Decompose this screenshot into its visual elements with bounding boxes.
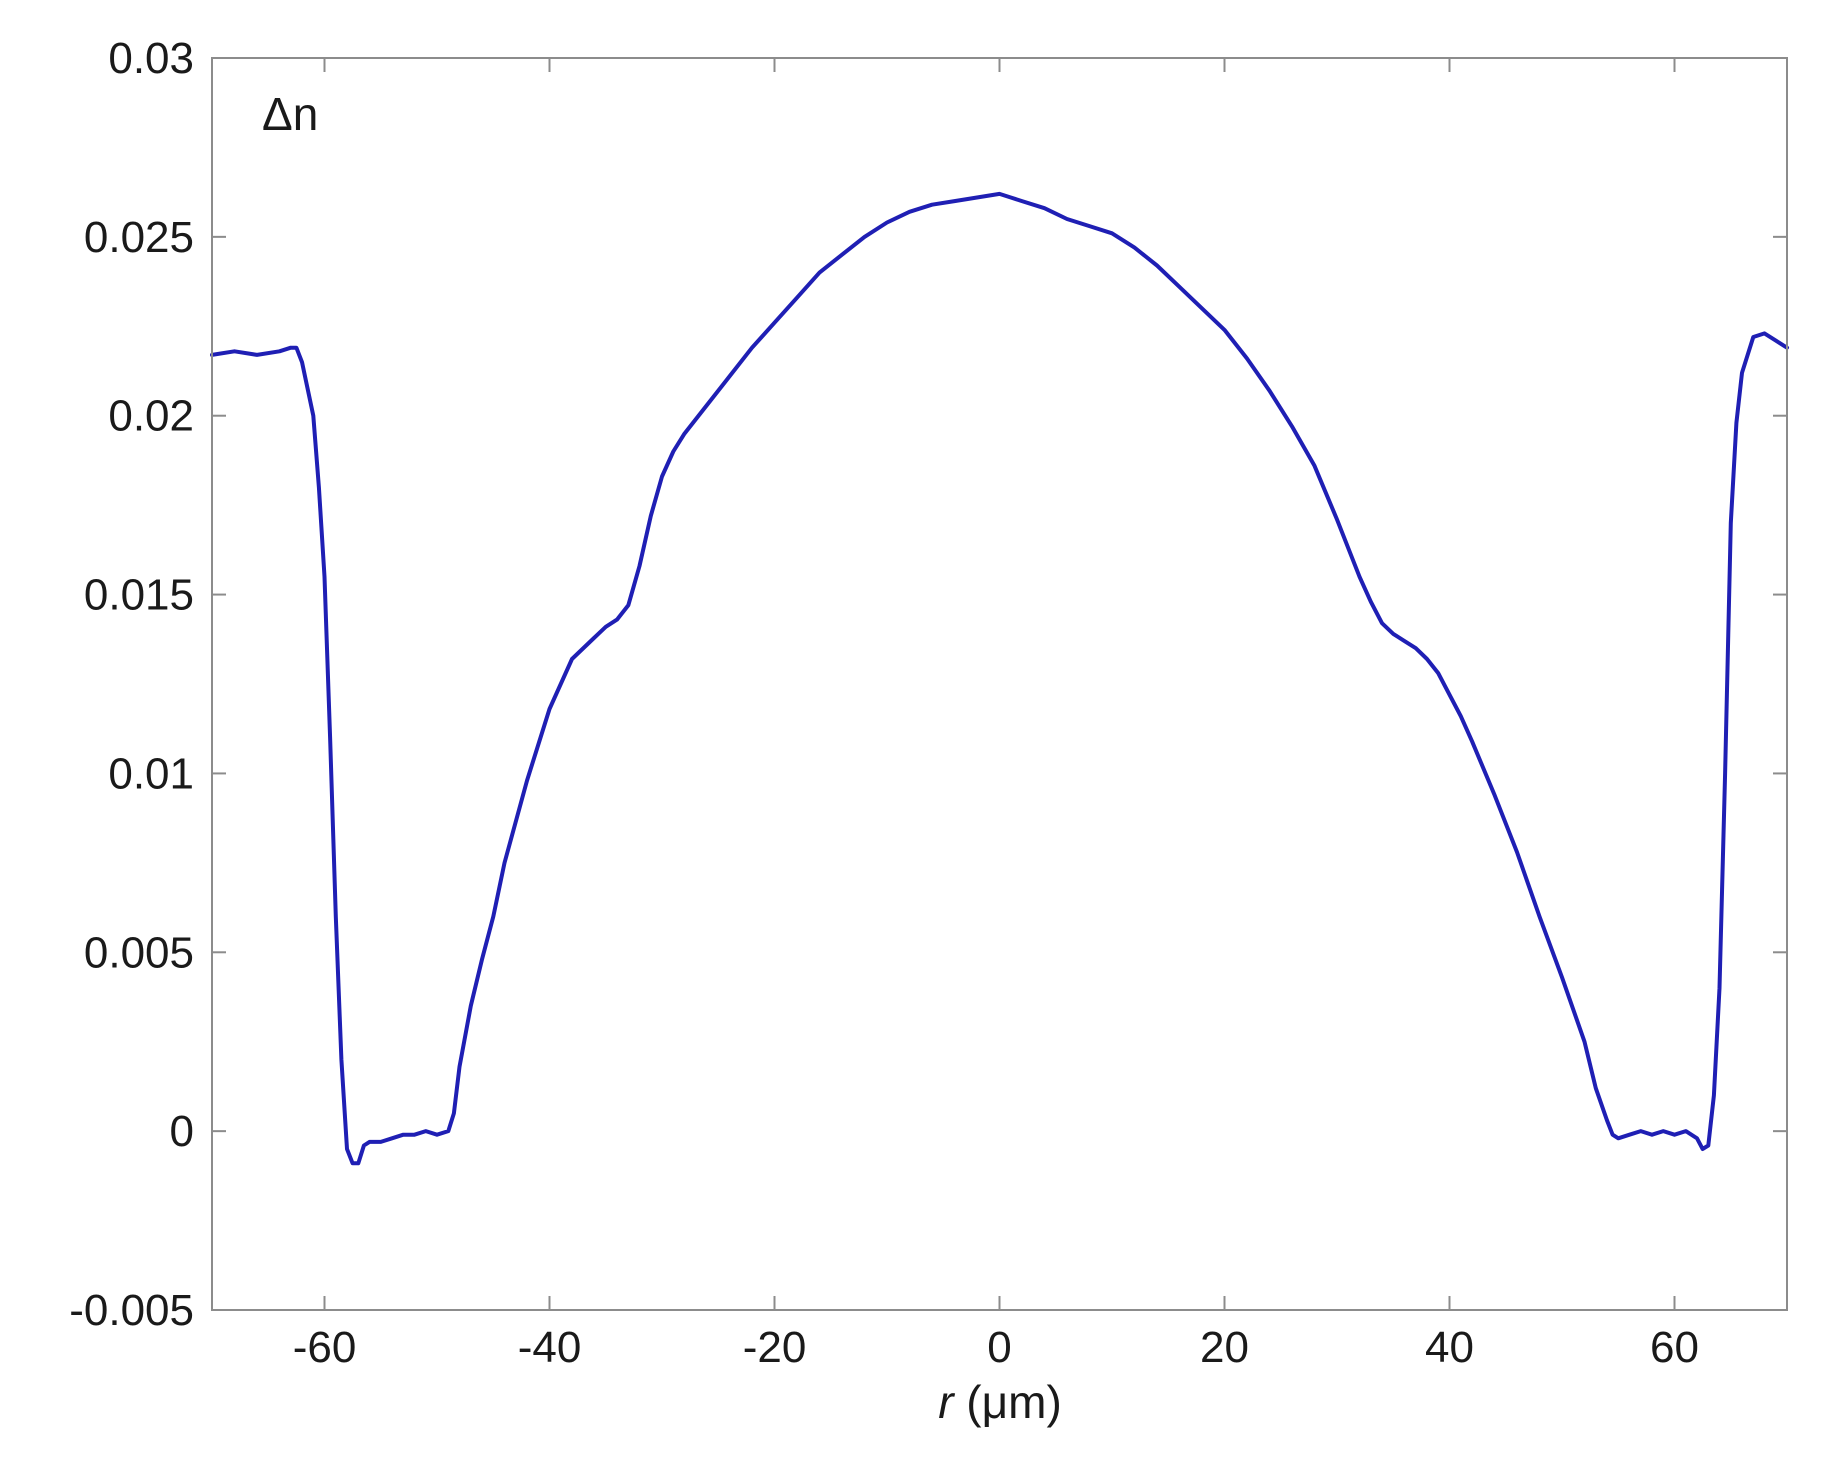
series-line <box>210 191 1789 1166</box>
x-tick-label: 60 <box>1650 1323 1699 1372</box>
x-tick-label: -20 <box>743 1323 807 1372</box>
y-tick-label: 0.01 <box>108 749 194 798</box>
plot-frame <box>211 57 1788 1311</box>
x-axis-label: r (μm) <box>938 1376 1062 1428</box>
x-axis-unit: (μm) <box>954 1376 1062 1428</box>
x-tick-label: -60 <box>293 1323 357 1372</box>
y-tick-label: 0.03 <box>108 34 194 83</box>
x-tick-label: 40 <box>1425 1323 1474 1372</box>
series-layer <box>210 191 1789 1166</box>
y-tick-label: 0.015 <box>84 571 194 620</box>
plot-area <box>212 58 1787 1310</box>
x-tick-label: 0 <box>987 1323 1011 1372</box>
x-tick-label: 20 <box>1200 1323 1249 1372</box>
x-tick-label: -40 <box>518 1323 582 1372</box>
x-axis-variable: r <box>938 1376 955 1428</box>
y-tick-label: -0.005 <box>69 1286 194 1335</box>
y-tick-label: 0 <box>170 1107 194 1156</box>
y-tick-label: 0.005 <box>84 928 194 977</box>
x-tick-labels: -60 -40 -20 0 20 40 60 <box>293 1323 1699 1372</box>
delta-n-annotation: Δn <box>262 88 318 140</box>
y-tick-label: 0.02 <box>108 392 194 441</box>
y-tick-labels: -0.005 0 0.005 0.01 0.015 0.02 0.025 0.03 <box>69 34 194 1335</box>
y-tick-label: 0.025 <box>84 213 194 262</box>
